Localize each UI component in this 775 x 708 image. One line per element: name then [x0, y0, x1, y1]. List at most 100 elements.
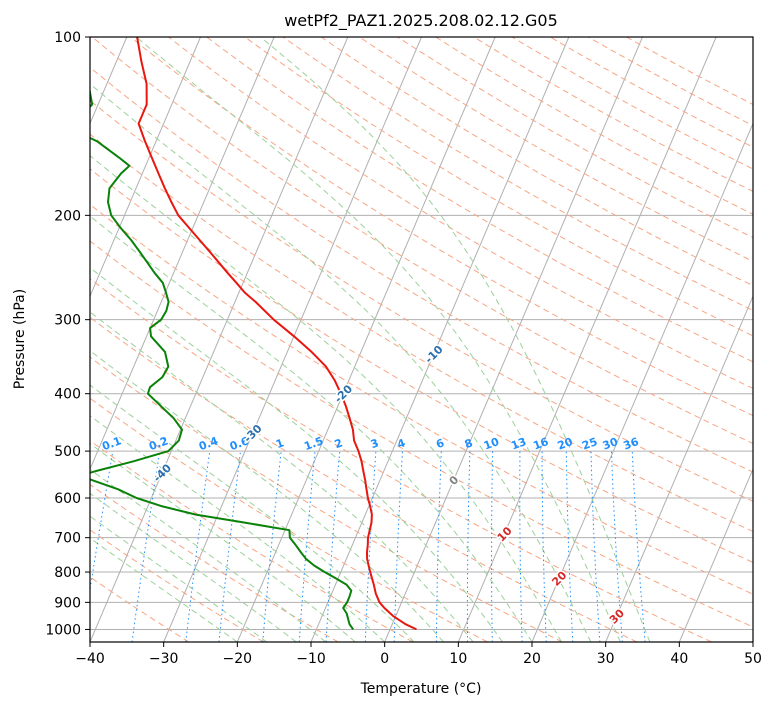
mixing-ratio-line — [298, 451, 316, 642]
mixing-ratio-line — [435, 451, 442, 642]
dry-adiabat — [90, 278, 712, 642]
isotherm — [752, 640, 753, 642]
mixing-ratio-line — [393, 451, 403, 642]
y-axis: 1000 900 800 700 600 500 400 300 200 100 — [45, 30, 90, 638]
moist-adiabat — [135, 37, 621, 642]
mixing-ratio-label: 25 — [580, 435, 599, 452]
x-tick-label: 40 — [670, 651, 688, 667]
plot-frame — [89, 36, 754, 643]
y-tick-label: 900 — [54, 595, 81, 611]
mixing-ratio-label: 0.1 — [100, 434, 123, 453]
mixing-ratio-line — [325, 451, 341, 642]
mixing-ratio-label: 6 — [434, 436, 446, 451]
dry-adiabat — [90, 133, 753, 533]
x-tick-label: −40 — [75, 651, 105, 667]
y-tick-label: 700 — [54, 531, 81, 547]
mixing-ratio-line — [466, 451, 471, 642]
isotherm — [90, 37, 349, 642]
mixing-ratio-label: 13 — [509, 435, 528, 452]
dry-adiabat — [282, 37, 753, 312]
x-tick-label: −30 — [149, 651, 179, 667]
dry-adiabat — [90, 99, 753, 502]
dry-adiabat — [90, 203, 753, 595]
moist-adiabat — [90, 415, 386, 642]
y-tick-label: 800 — [54, 565, 81, 581]
mixing-ratio-line — [218, 451, 241, 642]
mixing-ratio-line — [491, 451, 494, 642]
moist-adiabat — [260, 37, 651, 642]
x-tick-label: 50 — [744, 651, 762, 667]
dry-adiabat — [244, 37, 753, 337]
isotherm — [457, 37, 717, 642]
x-tick-label: 20 — [523, 651, 541, 667]
x-tick-label: −10 — [296, 651, 326, 667]
mixing-ratio-line — [90, 451, 114, 593]
mixing-ratio-label: 3 — [369, 436, 381, 451]
temperature-profile — [136, 37, 417, 631]
y-tick-label: 300 — [54, 313, 81, 329]
dry-adiabat — [168, 37, 753, 389]
moist-adiabat — [90, 267, 503, 642]
mixing-ratio-label: 16 — [531, 435, 550, 453]
mixing-ratio-line — [565, 451, 574, 642]
dry-adiabat — [90, 240, 753, 628]
x-tick-label: 30 — [597, 651, 615, 667]
mixing-ratio-label: 20 — [556, 435, 575, 453]
mixing-ratio-label: 0.4 — [197, 434, 220, 453]
plot-background — [90, 37, 753, 642]
moist-adiabat — [90, 350, 444, 642]
y-tick-label: 200 — [54, 208, 81, 224]
isotherm — [678, 467, 753, 642]
isotherm — [90, 37, 275, 471]
y-tick-label: 600 — [54, 491, 81, 507]
moist-adiabat — [90, 311, 474, 642]
y-tick-label: 1000 — [45, 622, 81, 638]
mixing-ratio-label: 36 — [622, 435, 641, 453]
mixing-ratio-line — [131, 451, 161, 642]
isotherm — [90, 37, 201, 298]
x-axis: −40 −30 −20 −10 0 10 20 30 40 50 — [75, 642, 762, 667]
mixing-ratio-label: 8 — [463, 436, 475, 451]
dry-adiabat — [90, 168, 753, 563]
moist-adiabat — [90, 515, 268, 642]
dry-adiabat — [90, 483, 339, 642]
mixing-ratio-label: 2 — [333, 436, 345, 451]
dry-adiabat — [130, 37, 753, 417]
background-lines — [90, 37, 753, 642]
dry-adiabat — [90, 316, 638, 642]
profile-series — [90, 37, 417, 631]
moist-adiabat — [90, 537, 238, 642]
chart-title: wetPf2_PAZ1.2025.208.02.12.G05 — [284, 11, 558, 31]
moist-adiabat — [90, 492, 297, 642]
y-tick-label: 100 — [54, 30, 81, 46]
mixing-ratio-line — [631, 451, 646, 642]
mixing-ratio-label: 30 — [601, 435, 620, 453]
mixing-ratio-line — [185, 451, 211, 642]
y-tick-label: 500 — [54, 444, 81, 460]
dry-adiabat — [90, 529, 264, 642]
mixing-ratio-label: 1.5 — [302, 434, 325, 453]
mixing-ratio-label: 10 — [482, 435, 501, 453]
x-axis-title: Temperature (°C) — [360, 681, 482, 697]
dewpoint-profile — [90, 87, 355, 630]
dry-adiabat — [91, 37, 753, 445]
mixing-ratio-line — [262, 451, 282, 642]
mixing-ratio-label: 0.2 — [147, 434, 170, 453]
isotherm — [236, 37, 496, 642]
x-tick-label: 10 — [449, 651, 467, 667]
y-tick-label: 400 — [54, 387, 81, 403]
mixing-ratio-line — [590, 451, 601, 642]
x-tick-label: 0 — [380, 651, 389, 667]
moist-adiabat — [90, 215, 533, 642]
mixing-ratio-label: 4 — [395, 436, 407, 451]
mixing-ratio-line — [541, 451, 547, 642]
mixing-ratio-label: 1 — [274, 436, 286, 451]
mixing-ratio-line — [519, 451, 523, 642]
isotherm — [605, 295, 753, 642]
mixing-ratio-label: 0.6 — [228, 434, 251, 453]
x-tick-label: −20 — [223, 651, 253, 667]
dry-adiabat — [90, 356, 563, 642]
isotherm — [384, 37, 643, 642]
mixing-ratio-line — [364, 451, 377, 642]
